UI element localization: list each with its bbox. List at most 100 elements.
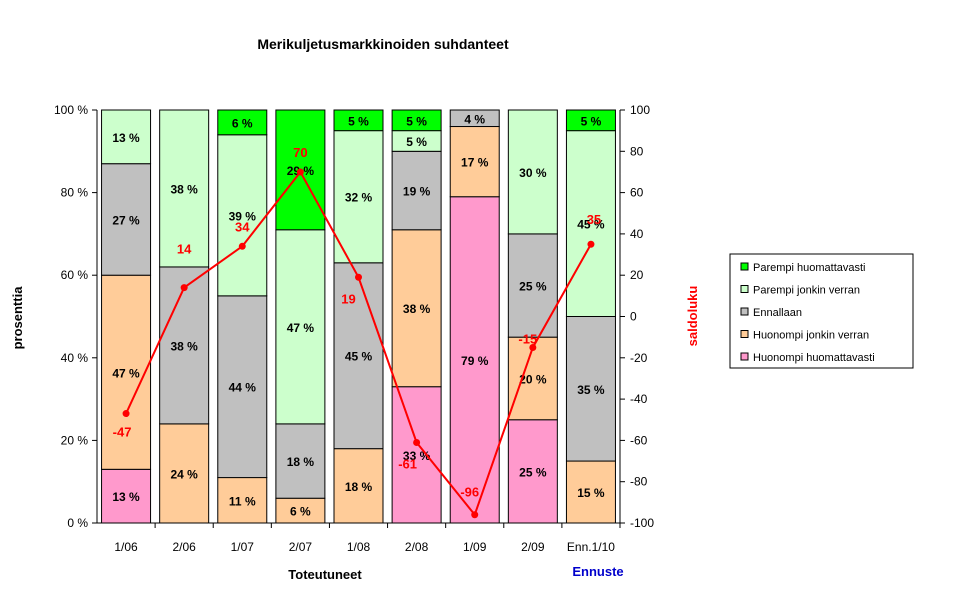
y2-tick-label: 20 <box>630 268 644 282</box>
legend-swatch <box>740 307 749 316</box>
legend-swatch <box>740 285 749 293</box>
bar-label: 32 % <box>345 191 373 205</box>
x-tick-label: 1/08 <box>347 540 371 554</box>
y2-axis-title: saldoluku <box>685 286 700 347</box>
balance-point <box>122 410 130 418</box>
bar-label: 15 % <box>577 486 605 500</box>
legend-swatch <box>740 330 749 338</box>
bar-label: 24 % <box>170 467 198 481</box>
bar-segment <box>391 150 442 231</box>
y-tick-label: 40 % <box>61 351 89 365</box>
y2-tick-label: 60 <box>630 186 644 200</box>
y2-tick-label: -40 <box>630 392 648 406</box>
bar-segment <box>217 295 268 479</box>
bar-label: 44 % <box>229 381 257 395</box>
bar-segment <box>101 163 152 276</box>
balance-point <box>238 242 246 250</box>
legend-label: Huonompi huomattavasti <box>753 352 875 364</box>
bar-segment <box>159 109 210 268</box>
bar-segment <box>507 109 558 235</box>
bar-label: 38 % <box>170 182 198 196</box>
balance-point <box>296 168 304 176</box>
y2-tick-label: 100 <box>630 103 650 117</box>
bar-segment <box>159 423 210 524</box>
balance-label: 14 <box>177 242 192 257</box>
y-tick-label: 80 % <box>61 186 89 200</box>
y-tick-label: 0 % <box>67 516 88 530</box>
bar-segment <box>333 130 384 264</box>
forecast-label: Ennuste <box>572 564 623 579</box>
bar-segment <box>275 423 326 499</box>
x-tick-label: 1/09 <box>463 540 487 554</box>
bar-label: 13 % <box>112 131 140 145</box>
legend-label: Parempi jonkin verran <box>753 285 860 297</box>
y-tick-label: 60 % <box>61 268 89 282</box>
bar-segment <box>101 109 152 165</box>
bar-label: 6 % <box>232 116 253 130</box>
bar-label: 47 % <box>112 366 140 380</box>
x-tick-label: 1/06 <box>114 540 138 554</box>
balance-label: 19 <box>341 291 355 306</box>
balance-point <box>587 240 595 248</box>
x-tick-label: 2/09 <box>521 540 545 554</box>
bar-segment <box>217 109 268 136</box>
x-axis-title: Toteutuneet <box>288 567 362 582</box>
legend-swatch <box>740 262 749 271</box>
bar-segment <box>565 316 616 462</box>
y2-tick-label: -80 <box>630 475 648 489</box>
bar-segment <box>565 109 616 132</box>
bar-label: 5 % <box>348 114 369 128</box>
y2-tick-label: -100 <box>630 516 654 530</box>
bar-label: 38 % <box>403 302 431 316</box>
bar-label: 13 % <box>112 490 140 504</box>
bar-label: 27 % <box>112 213 140 227</box>
bar-label: 47 % <box>287 321 315 335</box>
bar-segment <box>391 386 442 524</box>
bar-segment <box>333 109 384 132</box>
bar-label: 18 % <box>287 455 315 469</box>
balance-point <box>355 273 362 281</box>
legend <box>729 253 914 369</box>
bar-segment <box>275 229 326 425</box>
chart-title: Merikuljetusmarkkinoiden suhdanteet <box>257 36 509 52</box>
y2-tick-label: -20 <box>630 351 648 365</box>
balance-label: -96 <box>460 485 479 500</box>
balance-label: 35 <box>587 212 601 227</box>
y2-tick-label: 80 <box>630 144 644 158</box>
bar-segment <box>217 134 268 297</box>
bar-label: 4 % <box>464 112 485 126</box>
legend-label: Huonompi jonkin verran <box>753 330 869 342</box>
bar-segment <box>333 262 384 450</box>
bar-label: 17 % <box>461 156 489 170</box>
y2-tick-label: 0 <box>630 310 637 324</box>
balance-point <box>180 284 188 292</box>
bar-label: 18 % <box>345 480 373 494</box>
bar-segment <box>449 109 500 128</box>
bar-label: 35 % <box>577 383 605 397</box>
legend-swatch <box>740 352 749 361</box>
y2-tick-label: 40 <box>630 227 644 241</box>
x-tick-label: 2/06 <box>172 540 196 554</box>
balance-label: -15 <box>518 331 537 346</box>
bar-label: 6 % <box>290 505 311 519</box>
bar-label: 20 % <box>519 372 547 386</box>
y-axis-title: prosenttia <box>10 286 25 350</box>
bar-segment <box>101 274 152 470</box>
y2-tick-label: -60 <box>630 433 648 447</box>
bar-segment <box>101 468 152 524</box>
balance-point <box>471 511 479 519</box>
bar-label: 5 % <box>581 114 602 128</box>
bar-label: 45 % <box>345 350 373 364</box>
bar-label: 45 % <box>577 218 605 232</box>
x-tick-label: Enn.1/10 <box>567 540 615 554</box>
bar-segment <box>275 497 326 524</box>
bar-label: 25 % <box>519 465 547 479</box>
bar-label: 19 % <box>403 185 431 199</box>
legend-label: Parempi huomattavasti <box>753 262 866 274</box>
bar-segment <box>159 266 210 425</box>
bar-label: 38 % <box>170 339 198 353</box>
legend-label: Ennallaan <box>753 307 802 319</box>
balance-label: -47 <box>113 425 132 440</box>
bar-label: 5 % <box>406 135 427 149</box>
